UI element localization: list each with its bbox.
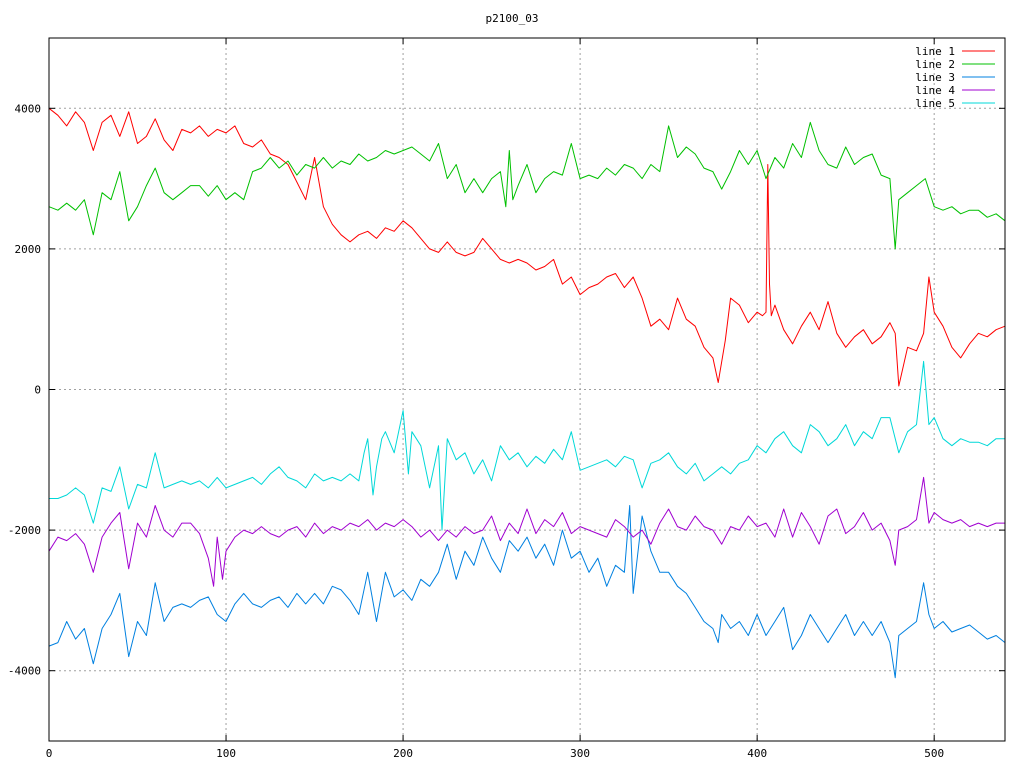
x-tick-label-300: 300 bbox=[570, 747, 590, 760]
legend-label-2: line 2 bbox=[915, 58, 955, 71]
series-line-3 bbox=[48, 505, 1006, 679]
x-tick-label-0: 0 bbox=[46, 747, 53, 760]
x-tick-label-100: 100 bbox=[216, 747, 236, 760]
series-layer bbox=[48, 107, 1006, 679]
y-tick-label-4000: 4000 bbox=[15, 102, 42, 115]
legend-label-1: line 1 bbox=[915, 45, 955, 58]
y-tick-label-0: 0 bbox=[34, 384, 41, 397]
series-line-4 bbox=[48, 476, 1005, 587]
axis-ticks: 0 100 200 300 400 500 -4000 -2000 0 2000 4000 bbox=[8, 38, 1005, 760]
series-line-2 bbox=[48, 121, 1006, 250]
series-line-5 bbox=[49, 360, 1005, 531]
grid bbox=[49, 38, 1005, 741]
x-tick-label-500: 500 bbox=[924, 747, 944, 760]
plot-frame bbox=[48, 37, 1006, 742]
x-tick-label-200: 200 bbox=[393, 747, 413, 760]
y-tick-label-2000: 2000 bbox=[15, 243, 42, 256]
x-tick-label-400: 400 bbox=[747, 747, 767, 760]
legend-label-3: line 3 bbox=[915, 71, 955, 84]
y-tick-label--4000: -4000 bbox=[8, 665, 41, 678]
series-line-1 bbox=[48, 107, 1006, 387]
legend-label-4: line 4 bbox=[915, 84, 955, 97]
legend-label-5: line 5 bbox=[915, 97, 955, 110]
chart-title: p2100_03 bbox=[486, 12, 539, 25]
y-tick-label--2000: -2000 bbox=[8, 524, 41, 537]
